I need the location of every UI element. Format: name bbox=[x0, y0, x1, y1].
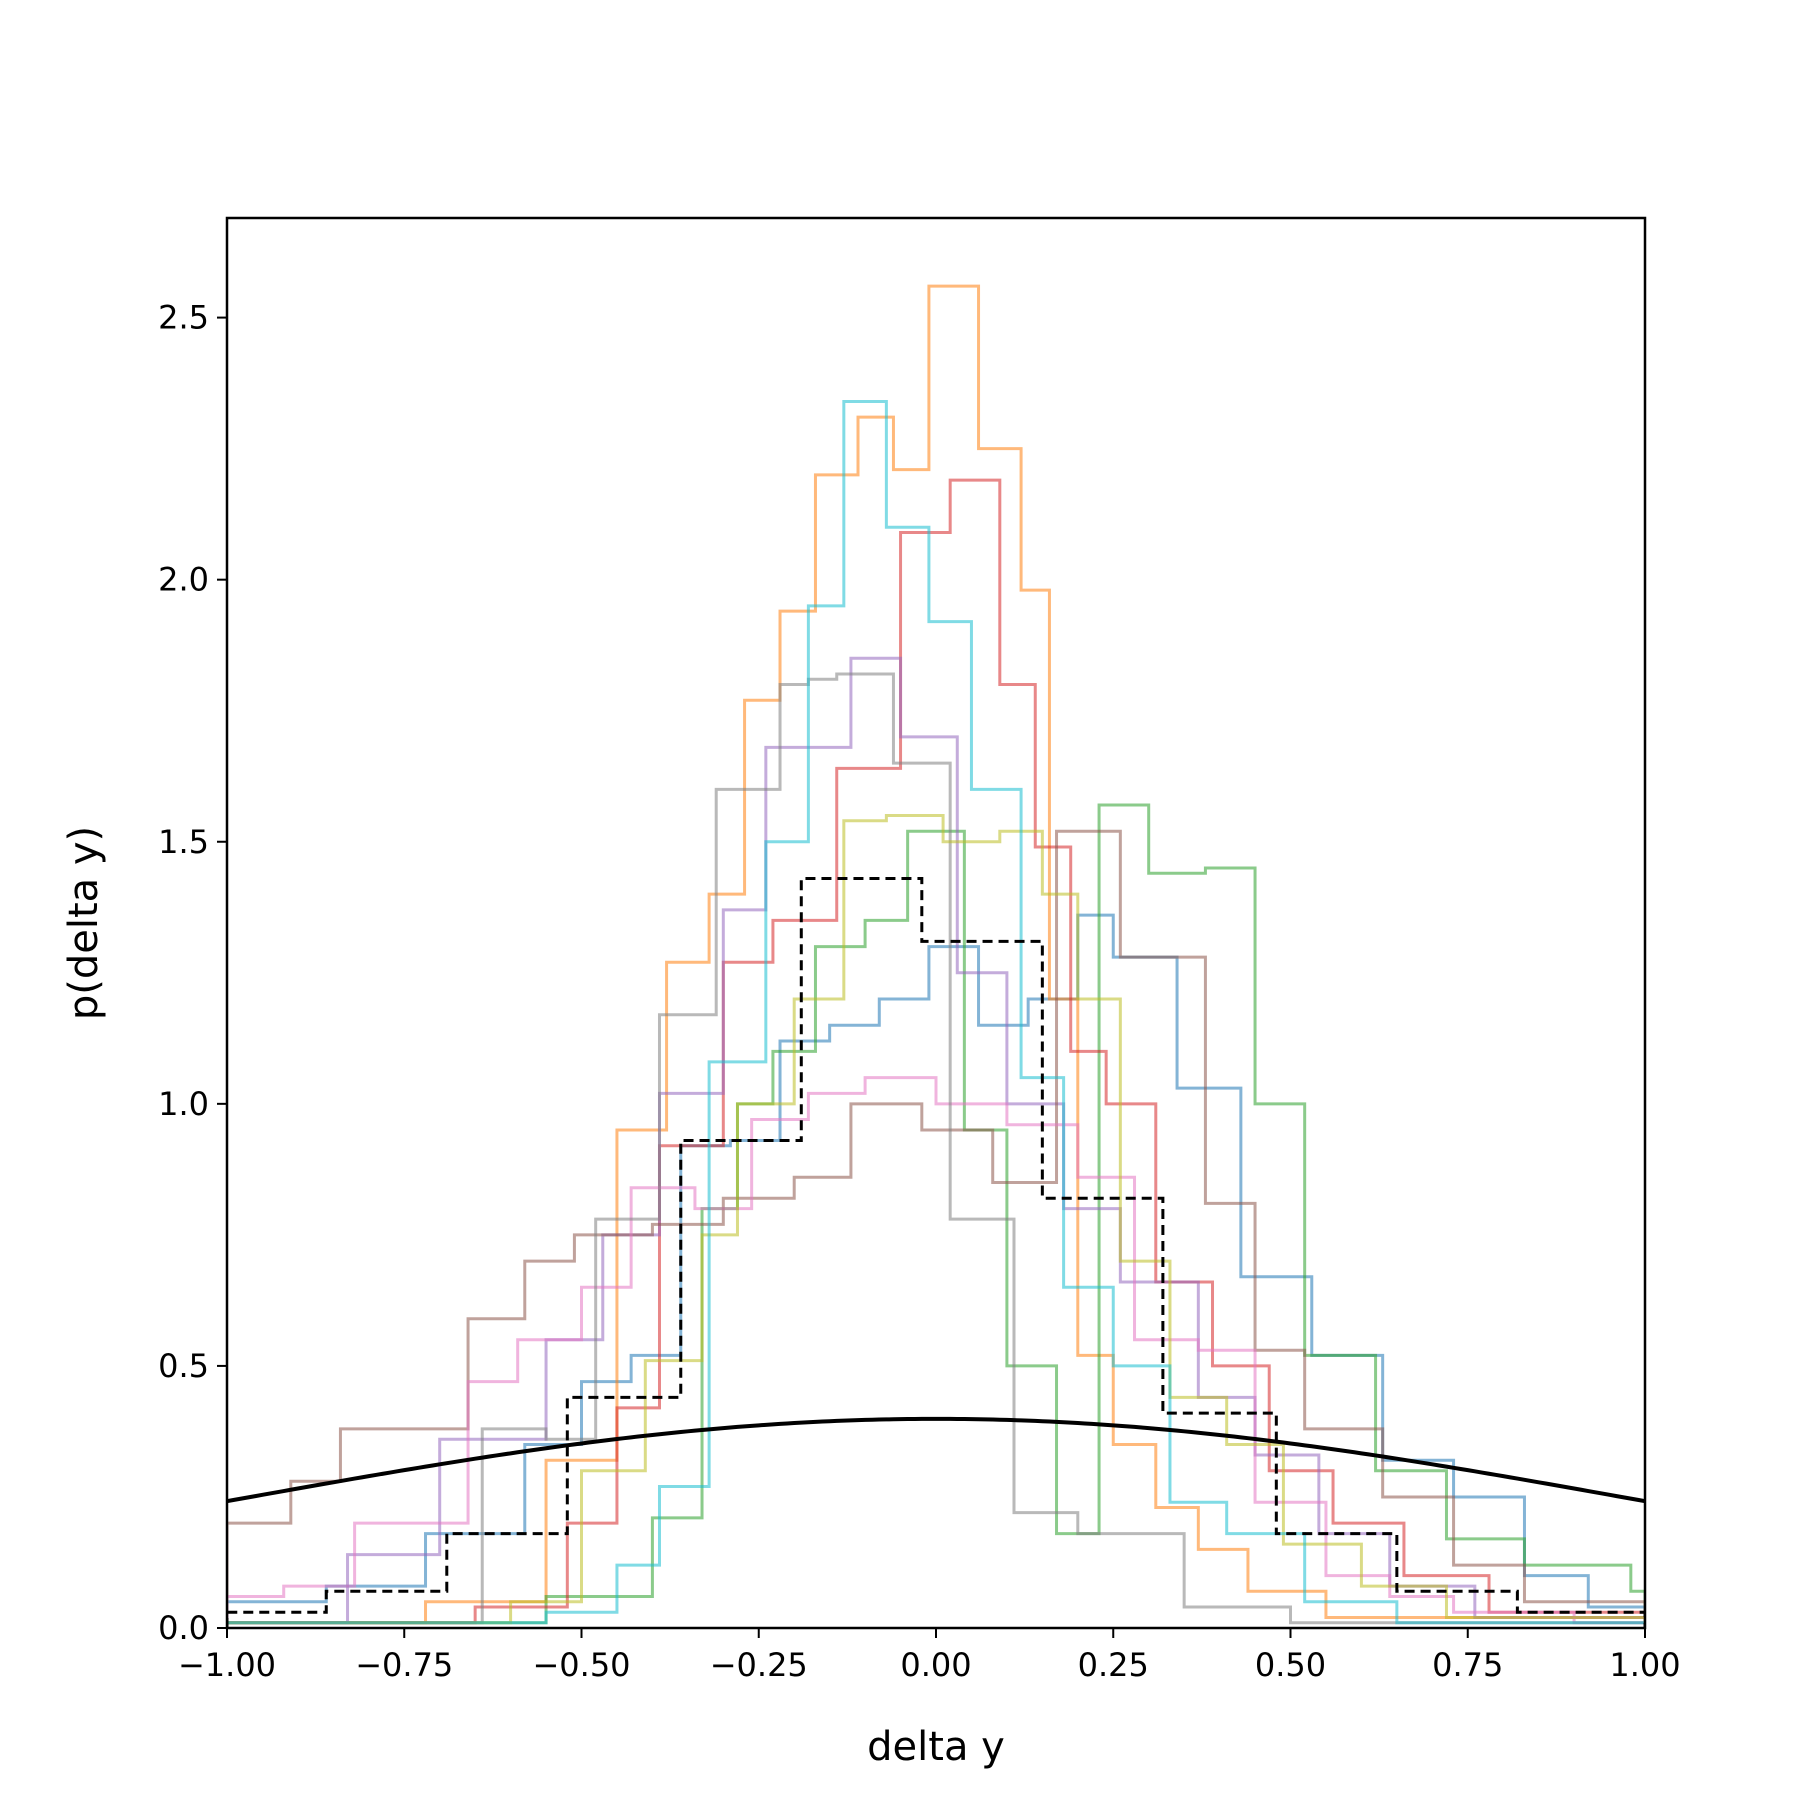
x-tick-label: 0.75 bbox=[1432, 1646, 1503, 1684]
histogram-series-3 bbox=[227, 478, 1645, 1628]
y-axis-ticks: 0.0 0.5 1.0 1.5 2.0 2.5 bbox=[158, 299, 227, 1647]
plot-series bbox=[227, 284, 1645, 1628]
x-tick-label: 0.00 bbox=[900, 1646, 971, 1684]
x-tick-label: 0.25 bbox=[1078, 1646, 1149, 1684]
y-tick-label: 1.0 bbox=[158, 1085, 209, 1123]
x-axis-ticks: −1.00 −0.75 −0.50 −0.25 0.00 0.25 0.50 0.75 1.00 bbox=[178, 1628, 1681, 1684]
histogram-series-7 bbox=[227, 672, 1645, 1628]
histogram-series-6 bbox=[227, 1076, 1645, 1628]
x-tick-label: 0.50 bbox=[1255, 1646, 1326, 1684]
y-tick-label: 2.0 bbox=[158, 561, 209, 599]
x-tick-label: 1.00 bbox=[1609, 1646, 1680, 1684]
y-tick-label: 1.5 bbox=[158, 823, 209, 861]
x-tick-label: −1.00 bbox=[178, 1646, 276, 1684]
plot-frame bbox=[225, 216, 1647, 1630]
x-tick-label: −0.75 bbox=[355, 1646, 453, 1684]
reference-histogram-dashed bbox=[227, 876, 1645, 1628]
histogram-series-9 bbox=[227, 399, 1645, 1628]
histogram-series-8 bbox=[227, 814, 1645, 1628]
x-tick-label: −0.50 bbox=[532, 1646, 630, 1684]
y-tick-label: 0.5 bbox=[158, 1347, 209, 1385]
x-tick-label: −0.25 bbox=[710, 1646, 808, 1684]
y-tick-label: 2.5 bbox=[158, 299, 209, 337]
histogram-series-1 bbox=[227, 284, 1645, 1628]
y-axis-label: p(delta y) bbox=[61, 826, 107, 1020]
histogram-series-5 bbox=[227, 829, 1645, 1628]
normal-pdf-curve bbox=[227, 1416, 1645, 1504]
x-axis-label: delta y bbox=[867, 1724, 1005, 1770]
histogram-series-4 bbox=[227, 656, 1645, 1628]
y-tick-label: 0.0 bbox=[158, 1609, 209, 1647]
